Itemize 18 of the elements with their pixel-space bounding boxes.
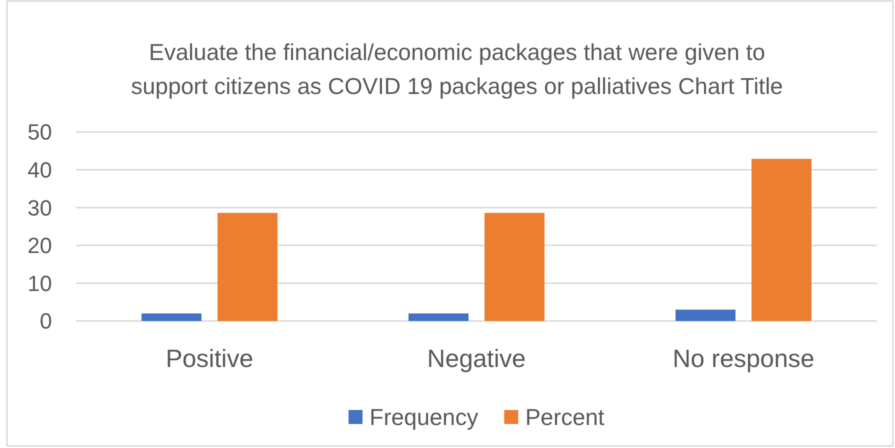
y-tick-label: 40 — [28, 158, 52, 182]
y-tick-label: 50 — [28, 120, 52, 145]
y-tick-label: 20 — [28, 233, 52, 258]
chart-title: Evaluate the financial/economic packages that were given to support citizens as COVID 19 packages or palliatives Chart Title — [131, 39, 783, 99]
bar — [408, 313, 468, 321]
y-tick-label: 0 — [40, 308, 52, 334]
y-tick-label: 30 — [28, 195, 52, 220]
y-tick-label: 10 — [28, 270, 52, 296]
bar — [484, 212, 544, 321]
bar — [676, 310, 736, 321]
legend-label: Frequency — [370, 404, 479, 430]
x-tick-label: No response — [672, 345, 814, 373]
bar — [218, 212, 278, 321]
bar — [142, 313, 202, 321]
x-tick-label: Negative — [427, 345, 526, 373]
bar — [752, 158, 812, 321]
x-tick-label: Positive — [166, 345, 254, 373]
legend-label: Percent — [525, 404, 606, 430]
